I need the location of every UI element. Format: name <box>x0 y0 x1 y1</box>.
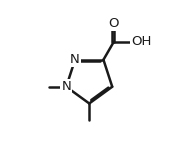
Text: N: N <box>61 80 71 93</box>
Text: O: O <box>108 17 119 30</box>
Text: OH: OH <box>131 35 152 48</box>
Text: N: N <box>70 53 80 66</box>
